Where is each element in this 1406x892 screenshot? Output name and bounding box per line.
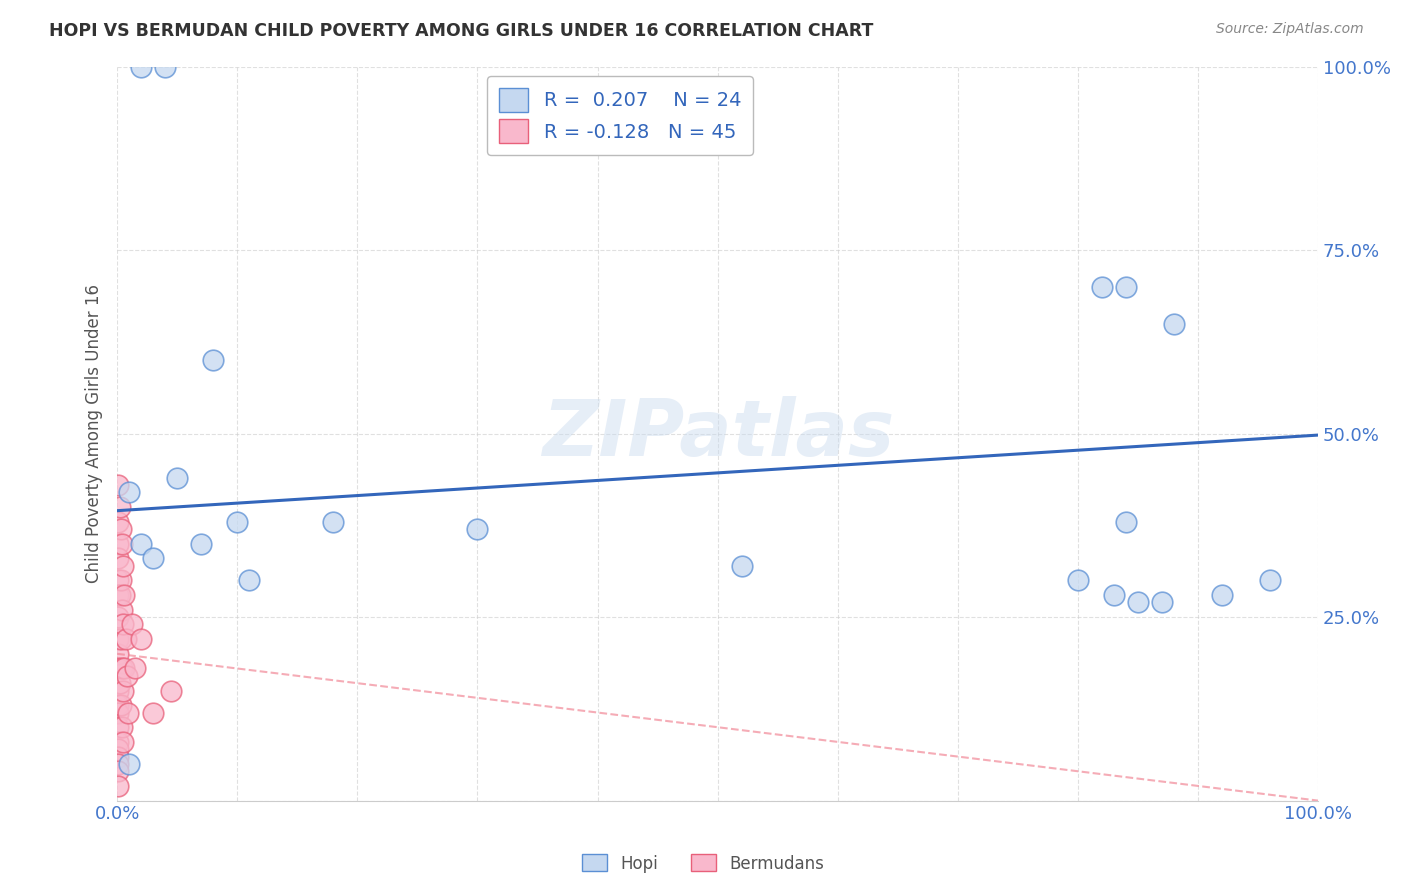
- Point: [111, 537, 134, 551]
- Point: [111, 661, 134, 675]
- Legend: R =  0.207    N = 24, R = -0.128   N = 45: R = 0.207 N = 24, R = -0.128 N = 45: [488, 77, 752, 155]
- Point: [731, 558, 754, 573]
- Point: [107, 735, 129, 749]
- Point: [142, 706, 165, 720]
- Point: [107, 749, 129, 764]
- Point: [1115, 515, 1137, 529]
- Point: [121, 617, 143, 632]
- Point: [110, 574, 132, 588]
- Point: [226, 515, 249, 529]
- Point: [117, 706, 139, 720]
- Point: [322, 515, 344, 529]
- Point: [108, 588, 131, 602]
- Point: [107, 478, 129, 492]
- Point: [107, 610, 129, 624]
- Point: [107, 515, 129, 529]
- Point: [110, 698, 132, 713]
- Point: [160, 683, 183, 698]
- Point: [1211, 588, 1233, 602]
- Point: [112, 735, 135, 749]
- Point: [1126, 595, 1149, 609]
- Point: [155, 60, 177, 74]
- Point: [1102, 588, 1125, 602]
- Point: [108, 500, 131, 514]
- Point: [107, 574, 129, 588]
- Point: [129, 632, 152, 647]
- Point: [107, 764, 129, 779]
- Point: [112, 683, 135, 698]
- Point: [1115, 280, 1137, 294]
- Point: [166, 470, 188, 484]
- Legend: Hopi, Bermudans: Hopi, Bermudans: [575, 847, 831, 880]
- Point: [142, 551, 165, 566]
- Point: [114, 632, 136, 647]
- Point: [107, 537, 129, 551]
- Text: Source: ZipAtlas.com: Source: ZipAtlas.com: [1216, 22, 1364, 37]
- Point: [118, 485, 141, 500]
- Point: [467, 522, 489, 536]
- Point: [111, 720, 134, 734]
- Point: [110, 522, 132, 536]
- Point: [107, 779, 129, 793]
- Point: [1091, 280, 1114, 294]
- Point: [107, 698, 129, 713]
- Text: HOPI VS BERMUDAN CHILD POVERTY AMONG GIRLS UNDER 16 CORRELATION CHART: HOPI VS BERMUDAN CHILD POVERTY AMONG GIR…: [49, 22, 873, 40]
- Point: [107, 551, 129, 566]
- Point: [238, 574, 260, 588]
- Point: [1067, 574, 1090, 588]
- Point: [1258, 574, 1281, 588]
- Point: [108, 676, 131, 690]
- Point: [1150, 595, 1173, 609]
- Point: [107, 742, 129, 756]
- Text: ZIPatlas: ZIPatlas: [541, 396, 894, 472]
- Point: [107, 647, 129, 661]
- Point: [118, 756, 141, 771]
- Point: [115, 669, 138, 683]
- Point: [112, 558, 135, 573]
- Point: [107, 706, 129, 720]
- Point: [110, 632, 132, 647]
- Point: [202, 353, 225, 368]
- Point: [112, 617, 135, 632]
- Point: [112, 588, 135, 602]
- Point: [107, 632, 129, 647]
- Point: [112, 661, 135, 675]
- Point: [107, 683, 129, 698]
- Point: [107, 661, 129, 675]
- Point: [107, 720, 129, 734]
- Point: [129, 60, 152, 74]
- Point: [129, 537, 152, 551]
- Point: [111, 603, 134, 617]
- Point: [1163, 317, 1185, 331]
- Y-axis label: Child Poverty Among Girls Under 16: Child Poverty Among Girls Under 16: [86, 285, 103, 583]
- Point: [107, 588, 129, 602]
- Point: [124, 661, 146, 675]
- Point: [190, 537, 212, 551]
- Point: [107, 756, 129, 771]
